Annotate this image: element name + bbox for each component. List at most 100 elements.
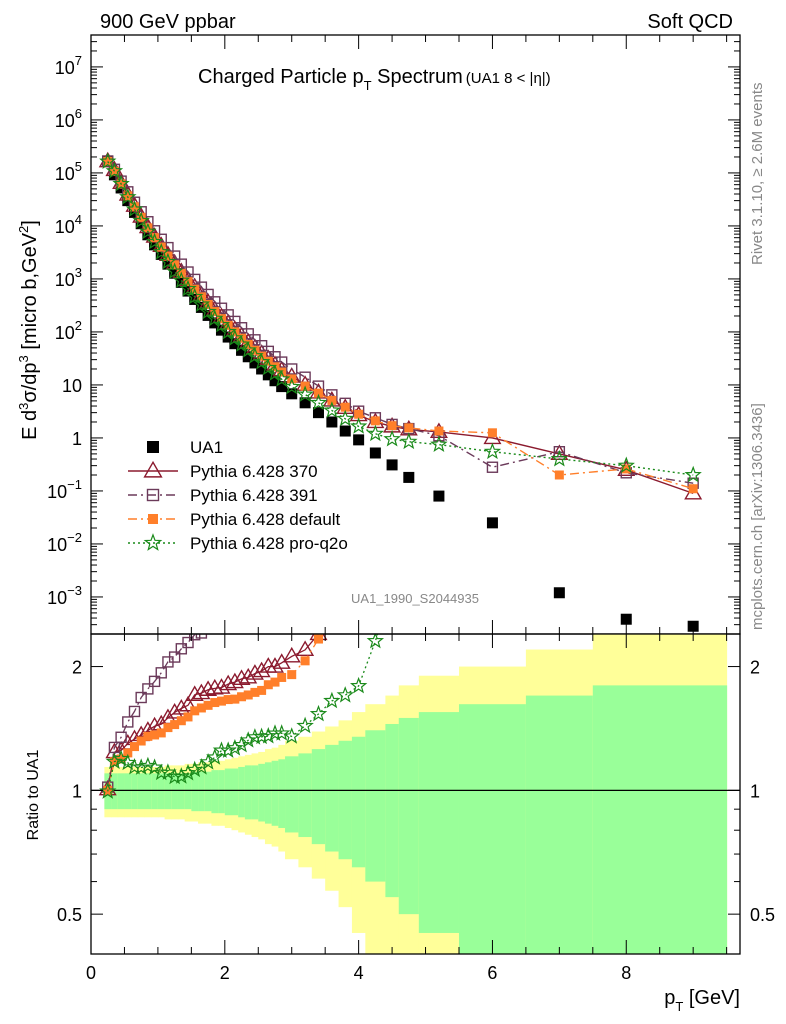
- main-plot: 10−3 10−2 10−1 1 10 102 103 104 105 106 107 Charge…: [47, 34, 741, 635]
- ratio-point-2-35: [404, 562, 414, 572]
- ratio-series-3: [103, 562, 497, 795]
- ratio-y-tick-label-right: 1: [750, 781, 760, 801]
- point-2-38: [553, 446, 566, 458]
- green-band: [198, 771, 206, 812]
- ratio-point-2-30: [327, 575, 337, 585]
- ratio-point-1-16: [205, 678, 224, 695]
- ratio-point-2-37: [487, 562, 497, 572]
- green-band: [184, 773, 192, 810]
- ratio-point-3-3: [123, 748, 133, 758]
- ratio-point-3-27: [287, 670, 297, 680]
- legend-label: UA1: [190, 438, 223, 457]
- legend-marker: [143, 460, 163, 478]
- ratio-point-2-32: [354, 563, 364, 573]
- ratio-point-2-27: [287, 593, 297, 603]
- ratio-point-4-38: [552, 559, 566, 572]
- point-4-1: [105, 162, 124, 179]
- ratio-point-3-28: [300, 656, 310, 666]
- ratio-point-4-26: [272, 724, 291, 741]
- point-4-13: [185, 287, 204, 305]
- ratio-point-3-23: [257, 685, 267, 695]
- green-band: [137, 773, 146, 810]
- ratio-point-4-22: [246, 728, 264, 745]
- ratio-point-3-30: [327, 619, 336, 628]
- green-band: [325, 744, 340, 852]
- ratio-line-4: [107, 634, 379, 792]
- ratio-plot: 0.5 0.5 1 1 2 2 0 2 4 6 8: [57, 559, 775, 983]
- ratio-point-2-1: [108, 741, 121, 754]
- point-3-5: [136, 212, 146, 222]
- ratio-point-3-6: [143, 731, 153, 741]
- ratio-point-1-28: [296, 640, 315, 657]
- green-band: [144, 773, 152, 810]
- point-0-19: [229, 338, 241, 350]
- point-4-19: [226, 329, 244, 346]
- point-3-3: [123, 191, 133, 201]
- ratio-point-4-11: [172, 767, 191, 784]
- ratio-point-2-13: [189, 634, 201, 641]
- point-4-14: [192, 295, 211, 312]
- y-tick-label: 10−1: [47, 477, 82, 502]
- title-main: Charged Particle p: [198, 66, 364, 88]
- green-band: [285, 756, 299, 833]
- legend-entry-0: UA1: [147, 438, 223, 457]
- point-4-11: [172, 271, 191, 289]
- ratio-point-4-20: [232, 735, 251, 753]
- series-4: [99, 152, 702, 483]
- ratio-point-3-12: [183, 712, 193, 722]
- point-0-18: [222, 331, 234, 343]
- green-band: [191, 771, 199, 812]
- ratio-point-1-20: [232, 669, 251, 686]
- point-4-28: [296, 385, 314, 402]
- ratio-point-3-18: [223, 695, 233, 705]
- ratio-point-4-30: [323, 691, 341, 709]
- point-4-3: [119, 187, 137, 205]
- ratio-point-3-26: [277, 672, 287, 682]
- ratio-y-tick-label: 0.5: [57, 905, 82, 925]
- ratio-point-2-12: [182, 636, 194, 649]
- point-3-32: [354, 409, 364, 419]
- point-0-21: [242, 351, 254, 363]
- y-tick-label: 102: [55, 318, 82, 343]
- point-0-40: [687, 620, 699, 632]
- point-4-15: [199, 302, 217, 320]
- ratio-point-2-5: [135, 691, 147, 704]
- legend-marker: [146, 488, 160, 502]
- ratio-point-2-15: [203, 623, 213, 633]
- point-0-26: [276, 381, 288, 393]
- green-band: [271, 760, 279, 826]
- ratio-point-4-35: [402, 559, 416, 572]
- point-0-39: [620, 613, 632, 625]
- green-band: [171, 773, 179, 810]
- point-0-37: [486, 517, 498, 529]
- ratio-point-4-18: [219, 741, 237, 758]
- ratio-point-3-7: [150, 730, 160, 740]
- point-4-36: [430, 435, 448, 453]
- green-band: [525, 695, 594, 954]
- ratio-point-1-15: [199, 680, 218, 696]
- point-0-29: [312, 407, 324, 419]
- ratio-point-4-2: [112, 749, 130, 767]
- ratio-point-2-10: [168, 651, 181, 663]
- ratio-point-4-14: [192, 758, 211, 775]
- ratio-point-4-28: [296, 716, 314, 734]
- ratio-point-3-35: [404, 562, 413, 571]
- point-4-4: [125, 200, 144, 217]
- green-band: [385, 723, 400, 898]
- ratio-line-1: [107, 634, 320, 790]
- point-4-2: [112, 174, 130, 192]
- green-band: [211, 770, 219, 814]
- legend-label: Pythia 6.428 default: [190, 510, 341, 529]
- green-band: [418, 712, 460, 933]
- legend-entry-1: Pythia 6.428 370: [128, 460, 318, 481]
- green-band: [151, 773, 159, 810]
- ratio-point-2-28: [300, 587, 310, 597]
- ratio-point-3-37: [488, 562, 497, 571]
- ratio-point-3-17: [216, 696, 226, 706]
- point-0-38: [553, 587, 565, 599]
- ratio-point-2-40: [688, 562, 698, 572]
- ratio-point-3-21: [243, 690, 253, 700]
- point-4-18: [219, 322, 237, 340]
- point-4-37: [483, 442, 502, 460]
